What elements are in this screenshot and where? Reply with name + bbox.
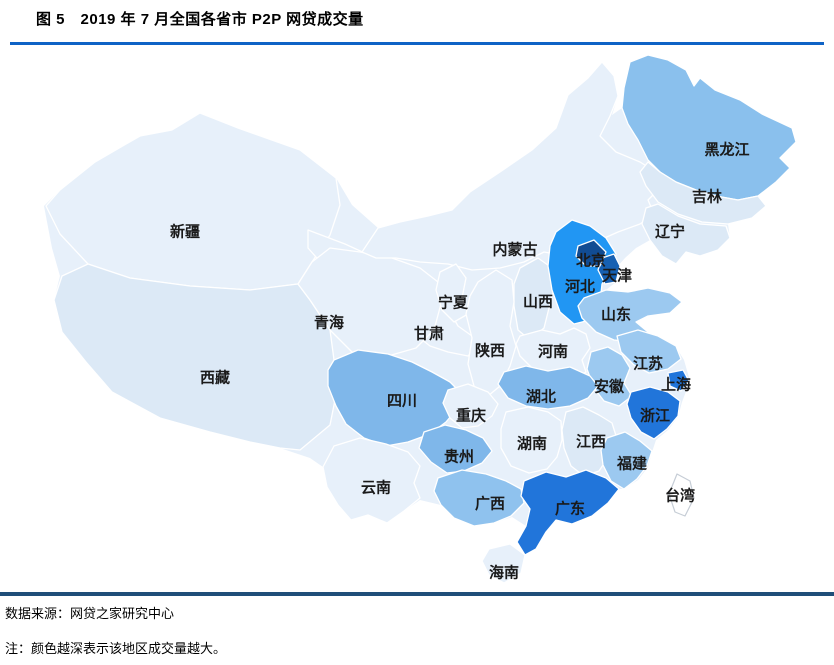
province-label-tianjin: 天津 bbox=[602, 267, 632, 285]
province-label-shandong: 山东 bbox=[601, 306, 631, 324]
province-label-hebei: 河北 bbox=[565, 278, 595, 296]
province-label-guangxi: 广西 bbox=[475, 495, 505, 513]
province-tianjin bbox=[597, 253, 621, 285]
province-shanghai bbox=[667, 369, 690, 392]
china-map-svg: 新疆 西藏 青海 甘肃 内蒙古 宁夏 黑龙江 吉林 辽宁 山西 陕西 河北 北京… bbox=[44, 54, 797, 584]
province-chongqing bbox=[442, 383, 499, 429]
province-label-xizang: 西藏 bbox=[200, 369, 230, 387]
province-hunan bbox=[500, 406, 563, 474]
province-fujian bbox=[600, 431, 653, 490]
china-choropleth-map: 新疆 西藏 青海 甘肃 内蒙古 宁夏 黑龙江 吉林 辽宁 山西 陕西 河北 北京… bbox=[0, 50, 834, 590]
province-label-neimenggu: 内蒙古 bbox=[492, 241, 537, 259]
province-label-qinghai: 青海 bbox=[314, 314, 344, 332]
province-label-xinjiang: 新疆 bbox=[170, 223, 200, 241]
usage-note: 注：颜色越深表示该地区成交量越大。 bbox=[5, 641, 227, 656]
province-xinjiang bbox=[45, 112, 341, 291]
province-label-shanxi: 山西 bbox=[523, 294, 553, 311]
province-zhejiang bbox=[626, 386, 681, 440]
province-xizang bbox=[53, 263, 337, 451]
province-label-henan: 河南 bbox=[538, 343, 568, 361]
province-label-yunnan: 云南 bbox=[361, 479, 391, 497]
province-label-beijing: 北京 bbox=[576, 252, 606, 270]
province-beijing bbox=[575, 239, 607, 267]
province-jilin bbox=[639, 161, 767, 225]
province-label-heilongjiang: 黑龙江 bbox=[704, 141, 749, 159]
province-label-chongqing: 重庆 bbox=[456, 407, 486, 425]
province-liaoning bbox=[641, 203, 731, 265]
province-jiangsu bbox=[616, 329, 682, 374]
province-label-anhui: 安徽 bbox=[594, 378, 625, 396]
province-taiwan bbox=[668, 473, 695, 517]
province-label-jiangsu: 江苏 bbox=[633, 355, 663, 373]
province-label-shaanxi: 陕西 bbox=[475, 342, 505, 360]
province-label-sichuan: 四川 bbox=[387, 393, 417, 410]
province-hubei bbox=[497, 365, 599, 410]
province-guangdong bbox=[516, 469, 620, 556]
province-label-gansu: 甘肃 bbox=[414, 325, 444, 343]
province-hainan bbox=[481, 543, 526, 584]
province-guangxi bbox=[433, 469, 525, 527]
province-label-guangdong: 广东 bbox=[555, 500, 585, 518]
province-label-jilin: 吉林 bbox=[692, 188, 723, 206]
province-label-fujian: 福建 bbox=[616, 455, 648, 473]
province-label-hunan: 湖南 bbox=[517, 435, 547, 453]
source-note: 数据来源：网贷之家研究中心 bbox=[5, 606, 175, 621]
title-separator-rule bbox=[10, 42, 824, 45]
footer-separator-rule bbox=[0, 592, 834, 596]
province-label-liaoning: 辽宁 bbox=[655, 223, 685, 241]
province-shandong bbox=[577, 287, 683, 343]
figure-title: 图 5 2019 年 7 月全国各省市 P2P 网贷成交量 bbox=[36, 11, 364, 28]
province-label-ningxia: 宁夏 bbox=[438, 294, 469, 312]
province-label-guizhou: 贵州 bbox=[444, 448, 474, 466]
province-label-shanghai: 上海 bbox=[661, 376, 691, 394]
province-yunnan bbox=[322, 437, 421, 524]
province-label-taiwan: 台湾 bbox=[665, 487, 695, 505]
province-label-jiangxi: 江西 bbox=[576, 433, 606, 451]
province-label-zhejiang: 浙江 bbox=[640, 407, 670, 425]
province-label-hubei: 湖北 bbox=[526, 389, 556, 406]
province-guizhou bbox=[418, 424, 493, 474]
province-label-hainan: 海南 bbox=[489, 564, 519, 582]
